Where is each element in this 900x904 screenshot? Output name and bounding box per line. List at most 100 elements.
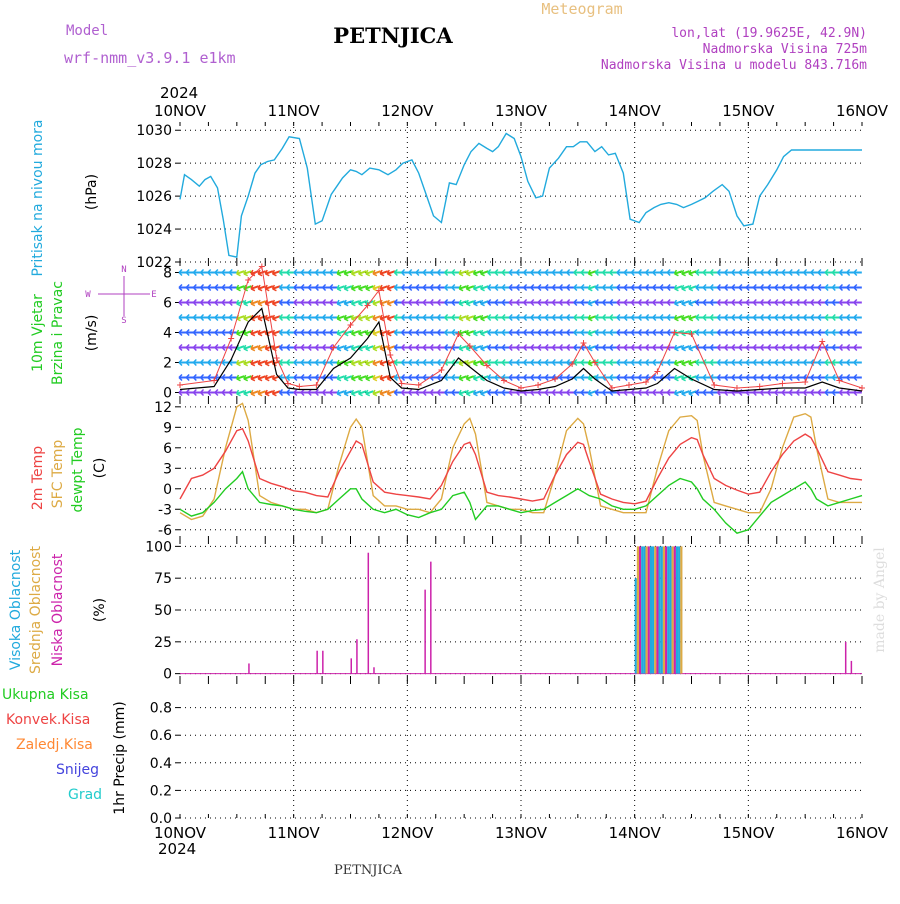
wind-arrow [365, 375, 374, 380]
wind-arrow [588, 330, 597, 335]
wind-arrow [336, 300, 346, 305]
wind-arrow-head [300, 346, 305, 352]
wind-arrow-head [752, 301, 757, 307]
precip-ytick-label: 0.0 [150, 811, 172, 827]
low-cloud-bar [322, 650, 324, 674]
wind-arrow-head [365, 273, 371, 277]
wind-arrow-head [774, 316, 779, 322]
wind-arrow-head [846, 286, 851, 292]
wind-arrow-head [659, 316, 664, 322]
wind-arrow [681, 390, 690, 395]
cloud-panel: 0 25 50 75 100 [145, 539, 863, 683]
wind-arrow [243, 315, 252, 320]
wind-arrow-head [278, 391, 284, 397]
wind-arrow-head [214, 301, 219, 307]
wind-arrow-head [853, 271, 858, 277]
wind-arrow-head [236, 333, 241, 337]
wind-arrow-head [738, 316, 743, 322]
wind-arrow-head [602, 376, 607, 382]
elevation-text: Nadmorska Visina 725m [703, 42, 868, 57]
wind-arrow-head [566, 271, 571, 277]
wind-arrow-head [630, 361, 635, 367]
wind-arrow-head [616, 331, 621, 337]
wind-arrow-head [300, 391, 305, 397]
wind-arrow-head [695, 271, 700, 277]
model-elevation-text: Nadmorska Visina u modelu 843.716m [601, 58, 867, 73]
wind-arrow-head [702, 271, 707, 277]
wind-arrow-head [314, 376, 319, 382]
wind-arrow-head [278, 271, 284, 277]
temperature-ytick-label: 9 [163, 420, 172, 436]
wind-arrow-head [594, 271, 599, 277]
wind-arrow-head [759, 346, 765, 352]
wind-arrow-head [408, 331, 413, 337]
wind-arrow-head [774, 376, 779, 382]
wind-arrow-head [645, 391, 650, 397]
temperature-panel: -6 -3 0 3 6 9 12 [154, 400, 863, 540]
wind-arrow [588, 390, 597, 395]
wind-arrow-head [623, 301, 628, 307]
wind-arrow-head [236, 288, 241, 292]
wind-arrow-head [265, 288, 270, 292]
wind-arrow-head [178, 301, 183, 307]
wind-arrow [265, 300, 274, 305]
wind-arrow-head [415, 286, 420, 292]
cloud-ytick-label: 0 [163, 667, 172, 683]
wind-arrow-head [314, 391, 319, 397]
wind-arrow-head [314, 316, 319, 322]
wind-arrow-head [846, 361, 851, 367]
wind-arrow-head [365, 348, 371, 352]
wind-arrow-head [788, 361, 793, 367]
wind-arrow-head [436, 376, 441, 382]
pressure-panel: 1022 1024 1026 1028 1030 [136, 122, 863, 271]
wind-arrow [265, 330, 274, 335]
wind-arrow-head [602, 331, 607, 337]
wind-arrow-head [709, 271, 714, 277]
wind-arrow-head [558, 361, 564, 367]
wind-arrow-head [307, 271, 312, 277]
wind-arrow-head [803, 316, 808, 322]
wind-arrow-head [602, 361, 607, 367]
wind-arrow [243, 270, 252, 275]
wind-arrow-head [401, 361, 406, 367]
wind-arrow-head [724, 391, 729, 397]
wind-arrow-head [515, 301, 520, 307]
wind-arrow-head [566, 316, 571, 322]
wind-arrow-head [408, 316, 413, 322]
cloud-ytick-label: 75 [154, 571, 172, 587]
wind-arrow [688, 300, 697, 305]
wind-arrow-head [824, 286, 829, 292]
wind-arrow-head [372, 303, 378, 307]
wind-arrow-head [393, 316, 398, 322]
wind-arrow-head [544, 316, 549, 322]
wind-arrow [379, 270, 389, 275]
wind-arrow-head [745, 301, 750, 307]
wind-arrow [257, 315, 267, 320]
watermark: made by Angel [872, 547, 888, 653]
wind-arrow-head [788, 271, 793, 277]
wind-arrow [372, 390, 381, 395]
wind-arrow-head [551, 286, 556, 292]
wind-arrow-head [401, 331, 406, 337]
wind-arrow-head [645, 316, 650, 322]
wind-arrow-head [817, 331, 822, 337]
wind-arrow-head [637, 376, 642, 382]
wind-arrow-head [192, 346, 197, 352]
wind-arrow-head [344, 333, 349, 337]
wind-arrow-head [473, 303, 478, 307]
wind-arrow-head [236, 303, 241, 307]
wind-arrow [365, 345, 374, 350]
wind-arrow-head [752, 346, 757, 352]
wind-arrow-head [566, 331, 571, 337]
wind-arrow-head [853, 346, 858, 352]
wind-arrow-head [637, 316, 642, 322]
wind-arrow-head [810, 376, 815, 382]
wind-arrow-head [487, 316, 492, 322]
wind-arrow-head [652, 301, 657, 307]
wind-arrow-head [408, 361, 413, 367]
wind-arrow-head [537, 271, 542, 277]
wind-arrow-head [803, 301, 808, 307]
wind-arrow-head [444, 316, 449, 322]
wind-arrow [351, 375, 360, 380]
wind-arrow-head [616, 391, 621, 397]
